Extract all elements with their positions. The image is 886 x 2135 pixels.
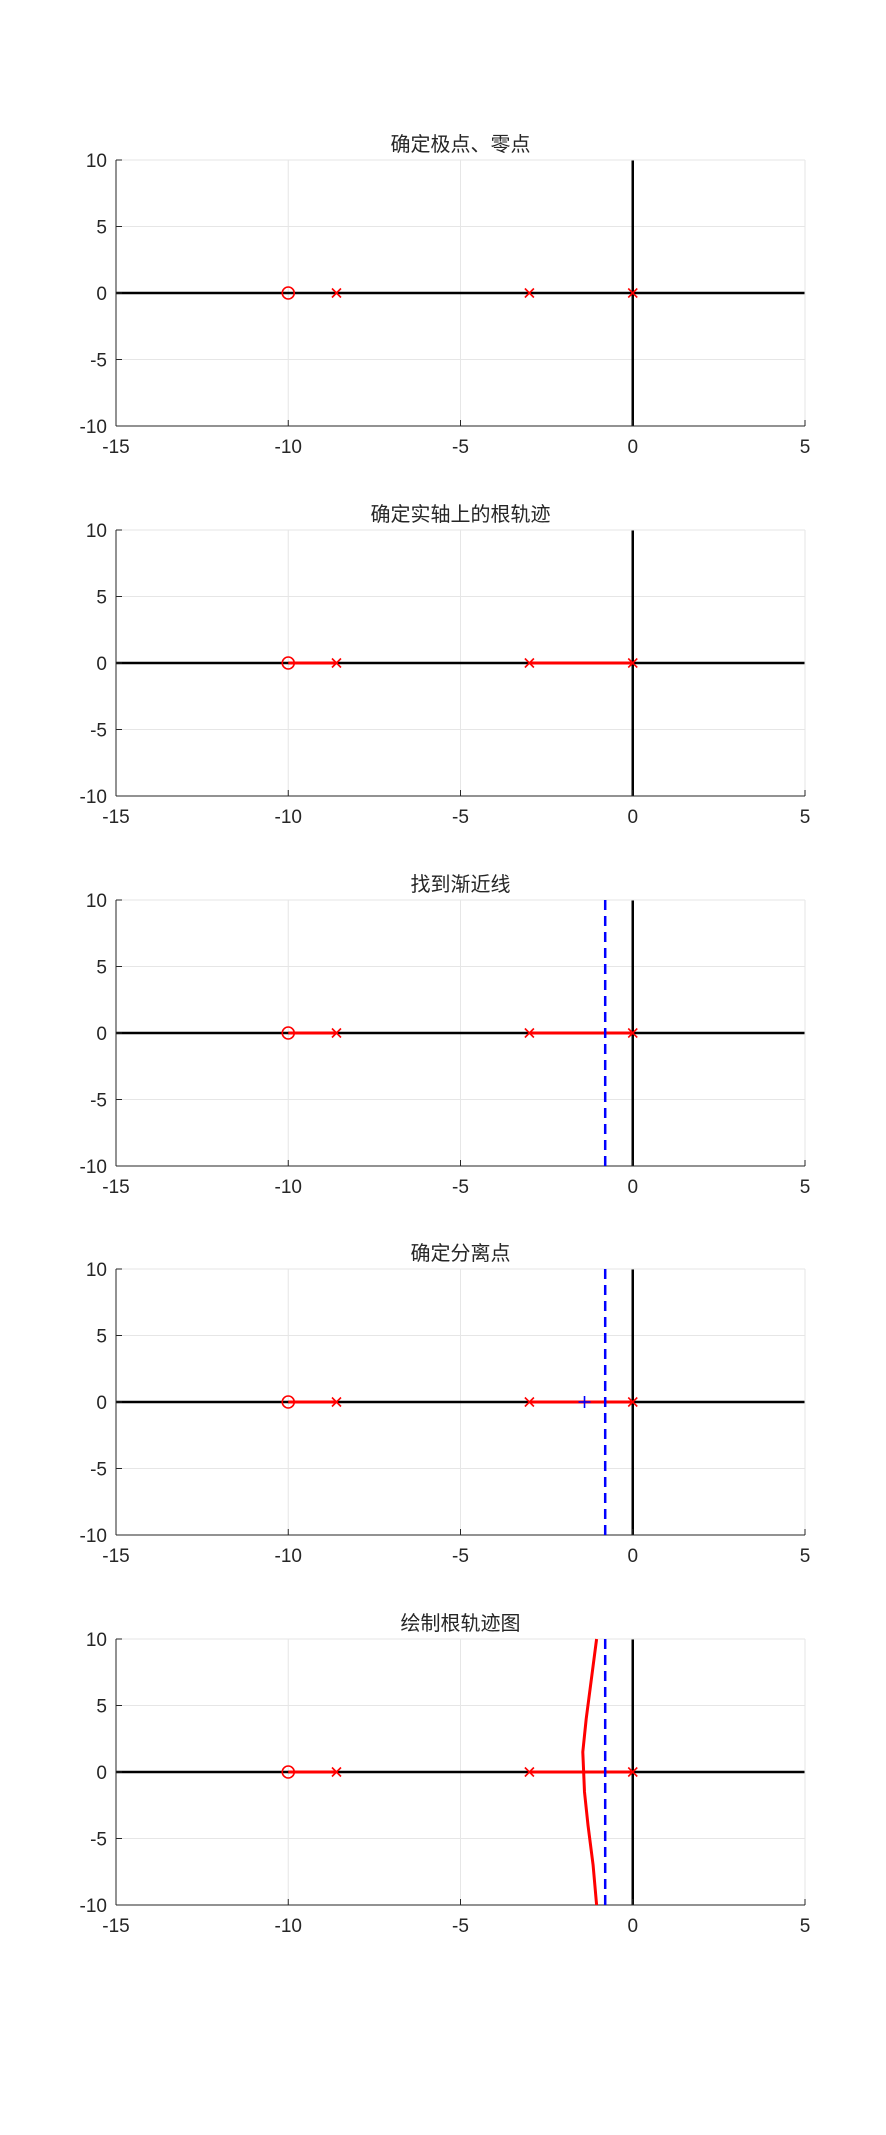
x-tick-label: 0 [627, 807, 638, 828]
x-tick-label: -10 [275, 1177, 302, 1198]
pole-marker [331, 287, 342, 299]
y-tick-label: 0 [96, 284, 107, 305]
pole-marker [627, 1027, 638, 1039]
pole-marker [524, 657, 535, 669]
x-tick-label: -10 [275, 807, 302, 828]
zero-marker [281, 1026, 296, 1040]
y-tick-label: -10 [80, 1157, 107, 1178]
pole-marker [524, 1396, 535, 1408]
pole-marker [627, 1766, 638, 1778]
zero-marker [281, 286, 296, 300]
x-tick-label: 0 [627, 1177, 638, 1198]
y-tick-label: 10 [86, 1260, 107, 1281]
x-tick-label: -10 [275, 1546, 302, 1567]
y-tick-label: 5 [96, 958, 107, 979]
y-tick-label: 10 [86, 151, 107, 172]
x-tick-label: 0 [627, 437, 638, 458]
y-tick-label: -5 [90, 1830, 107, 1851]
y-tick-label: -5 [90, 351, 107, 372]
pole-marker [524, 287, 535, 299]
y-tick-label: 5 [96, 1327, 107, 1348]
y-tick-label: 5 [96, 218, 107, 239]
subplot-title: 绘制根轨迹图 [401, 1611, 521, 1635]
pole-marker [524, 1766, 535, 1778]
x-tick-label: 0 [627, 1916, 638, 1937]
y-tick-label: -10 [80, 787, 107, 808]
subplot-title: 确定极点、零点 [391, 132, 531, 156]
x-tick-label: -15 [102, 807, 129, 828]
x-tick-label: -10 [275, 1916, 302, 1937]
y-tick-label: 0 [96, 654, 107, 675]
y-tick-label: -10 [80, 417, 107, 438]
pole-marker [524, 1027, 535, 1039]
y-tick-label: 0 [96, 1393, 107, 1414]
y-tick-label: 5 [96, 588, 107, 609]
breakaway-point-marker [578, 1396, 591, 1408]
x-tick-label: -5 [452, 437, 469, 458]
y-tick-label: 10 [86, 1630, 107, 1651]
pole-marker [627, 287, 638, 299]
subplot-title: 确定分离点 [411, 1241, 511, 1265]
y-tick-label: -10 [80, 1896, 107, 1917]
x-tick-label: 0 [627, 1546, 638, 1567]
x-tick-label: 5 [800, 1546, 811, 1567]
zero-marker [281, 656, 296, 670]
x-tick-label: -5 [452, 807, 469, 828]
pole-marker [331, 657, 342, 669]
zero-marker [281, 1765, 296, 1779]
y-tick-label: -5 [90, 1460, 107, 1481]
x-tick-label: 5 [800, 1177, 811, 1198]
y-tick-label: 10 [86, 521, 107, 542]
x-tick-label: -15 [102, 1177, 129, 1198]
y-tick-label: -10 [80, 1526, 107, 1547]
x-tick-label: -5 [452, 1546, 469, 1567]
zero-marker [281, 1395, 296, 1409]
y-tick-label: 5 [96, 1697, 107, 1718]
y-tick-label: 0 [96, 1763, 107, 1784]
pole-marker [331, 1027, 342, 1039]
y-tick-label: -5 [90, 721, 107, 742]
root-locus-branch [581, 1638, 599, 1906]
subplot-title: 找到渐近线 [411, 872, 511, 896]
x-tick-label: -15 [102, 1546, 129, 1567]
pole-marker [627, 657, 638, 669]
y-tick-label: 0 [96, 1024, 107, 1045]
pole-marker [331, 1396, 342, 1408]
x-tick-label: -5 [452, 1916, 469, 1937]
x-tick-label: 5 [800, 437, 811, 458]
x-tick-label: -5 [452, 1177, 469, 1198]
x-tick-label: -15 [102, 437, 129, 458]
x-tick-label: 5 [800, 807, 811, 828]
y-tick-label: 10 [86, 891, 107, 912]
pole-marker [627, 1396, 638, 1408]
x-tick-label: 5 [800, 1916, 811, 1937]
x-tick-label: -15 [102, 1916, 129, 1937]
y-tick-label: -5 [90, 1091, 107, 1112]
subplot-title: 确定实轴上的根轨迹 [371, 502, 551, 526]
x-tick-label: -10 [275, 437, 302, 458]
pole-marker [331, 1766, 342, 1778]
